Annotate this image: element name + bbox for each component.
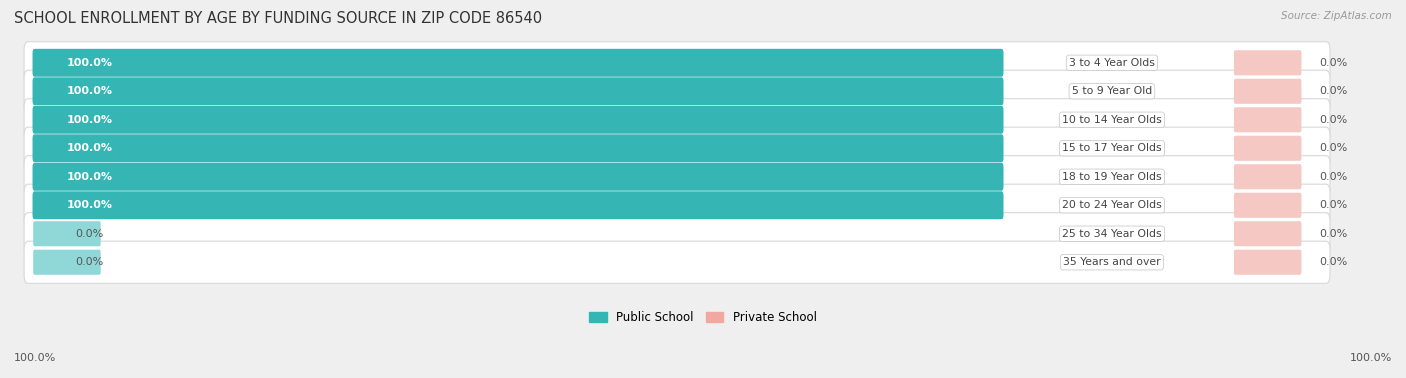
Text: 10 to 14 Year Olds: 10 to 14 Year Olds — [1062, 115, 1161, 125]
Legend: Public School, Private School: Public School, Private School — [585, 307, 821, 329]
FancyBboxPatch shape — [24, 213, 1330, 255]
FancyBboxPatch shape — [32, 106, 1004, 134]
FancyBboxPatch shape — [24, 127, 1330, 169]
Text: 25 to 34 Year Olds: 25 to 34 Year Olds — [1062, 229, 1161, 239]
Text: 100.0%: 100.0% — [67, 86, 112, 96]
FancyBboxPatch shape — [24, 42, 1330, 84]
FancyBboxPatch shape — [1234, 164, 1302, 189]
Text: 100.0%: 100.0% — [14, 353, 56, 363]
Text: 0.0%: 0.0% — [1320, 172, 1348, 182]
Text: 0.0%: 0.0% — [75, 229, 103, 239]
FancyBboxPatch shape — [34, 221, 101, 246]
FancyBboxPatch shape — [1234, 250, 1302, 275]
FancyBboxPatch shape — [24, 99, 1330, 141]
FancyBboxPatch shape — [1234, 107, 1302, 132]
Text: 0.0%: 0.0% — [1320, 257, 1348, 267]
Text: 0.0%: 0.0% — [1320, 229, 1348, 239]
Text: 0.0%: 0.0% — [75, 257, 103, 267]
Text: 0.0%: 0.0% — [1320, 143, 1348, 153]
FancyBboxPatch shape — [1234, 50, 1302, 75]
Text: Source: ZipAtlas.com: Source: ZipAtlas.com — [1281, 11, 1392, 21]
FancyBboxPatch shape — [32, 77, 1004, 105]
Text: 0.0%: 0.0% — [1320, 86, 1348, 96]
Text: 0.0%: 0.0% — [1320, 115, 1348, 125]
FancyBboxPatch shape — [1234, 136, 1302, 161]
Text: 0.0%: 0.0% — [1320, 200, 1348, 210]
FancyBboxPatch shape — [32, 134, 1004, 162]
Text: 100.0%: 100.0% — [67, 172, 112, 182]
Text: 100.0%: 100.0% — [67, 143, 112, 153]
Text: 100.0%: 100.0% — [67, 58, 112, 68]
Text: 3 to 4 Year Olds: 3 to 4 Year Olds — [1069, 58, 1154, 68]
Text: 5 to 9 Year Old: 5 to 9 Year Old — [1071, 86, 1152, 96]
FancyBboxPatch shape — [1234, 193, 1302, 218]
FancyBboxPatch shape — [1234, 221, 1302, 246]
FancyBboxPatch shape — [32, 49, 1004, 77]
FancyBboxPatch shape — [34, 250, 101, 275]
Text: 18 to 19 Year Olds: 18 to 19 Year Olds — [1062, 172, 1161, 182]
FancyBboxPatch shape — [24, 70, 1330, 112]
Text: 100.0%: 100.0% — [67, 115, 112, 125]
FancyBboxPatch shape — [32, 163, 1004, 191]
Text: SCHOOL ENROLLMENT BY AGE BY FUNDING SOURCE IN ZIP CODE 86540: SCHOOL ENROLLMENT BY AGE BY FUNDING SOUR… — [14, 11, 543, 26]
FancyBboxPatch shape — [32, 191, 1004, 219]
FancyBboxPatch shape — [24, 156, 1330, 198]
FancyBboxPatch shape — [1234, 79, 1302, 104]
Text: 15 to 17 Year Olds: 15 to 17 Year Olds — [1062, 143, 1161, 153]
Text: 35 Years and over: 35 Years and over — [1063, 257, 1161, 267]
Text: 100.0%: 100.0% — [67, 200, 112, 210]
Text: 0.0%: 0.0% — [1320, 58, 1348, 68]
Text: 20 to 24 Year Olds: 20 to 24 Year Olds — [1062, 200, 1161, 210]
Text: 100.0%: 100.0% — [1350, 353, 1392, 363]
FancyBboxPatch shape — [24, 241, 1330, 284]
FancyBboxPatch shape — [24, 184, 1330, 226]
